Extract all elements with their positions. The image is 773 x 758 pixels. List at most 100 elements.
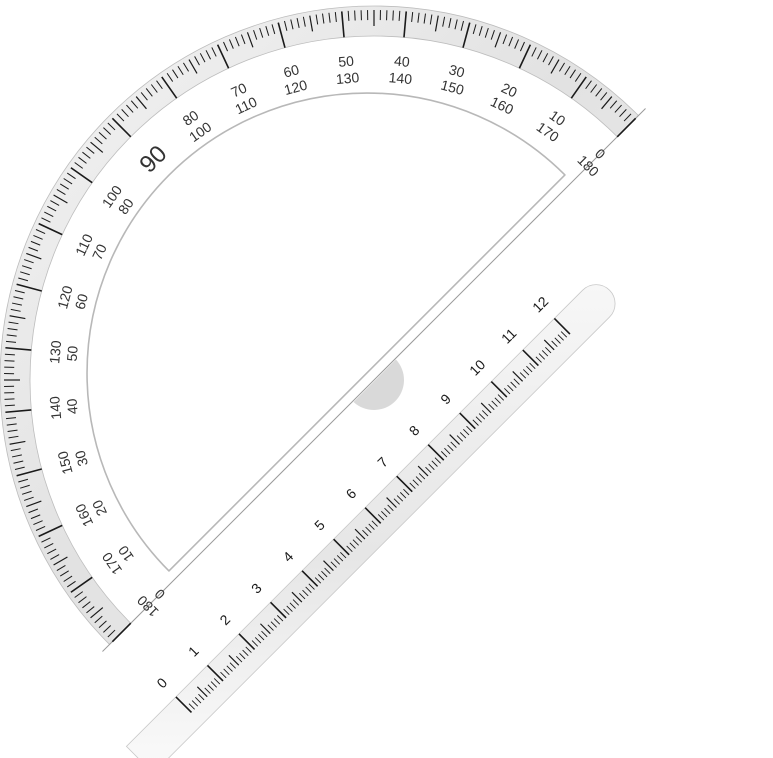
ruler-tick: [393, 498, 400, 505]
protractor-tick: [121, 109, 129, 118]
protractor-tick: [166, 72, 174, 82]
protractor-tick: [156, 80, 163, 90]
ruler-tick: [235, 656, 243, 663]
protractor-tick: [86, 146, 95, 154]
protractor-tick: [223, 41, 229, 52]
protractor-tick: [340, 11, 345, 38]
protractor-tick: [103, 625, 112, 633]
protractor-tick: [90, 607, 104, 619]
ruler-tick: [526, 365, 533, 373]
ruler-number-label: 5: [311, 517, 328, 534]
protractor-tick: [216, 44, 230, 69]
ruler-tick: [418, 473, 426, 480]
ruler-tick: [188, 703, 195, 710]
protractor-tick: [614, 104, 622, 113]
protractor-tick: [28, 246, 39, 252]
protractor-tick: [38, 524, 63, 538]
protractor-tick: [35, 229, 46, 235]
protractor-tick: [265, 26, 270, 36]
ruler-number-label: 2: [216, 611, 233, 628]
protractor-tick: [47, 548, 57, 555]
ruler-tick: [553, 317, 571, 335]
protractor-tick: [116, 113, 125, 122]
protractor-tick: [462, 22, 471, 48]
protractor-tick: [296, 17, 300, 28]
ruler-tick: [472, 419, 479, 426]
ruler-tick: [291, 591, 303, 603]
protractor-tick: [98, 620, 107, 628]
protractor-outer-band: [0, 5, 640, 646]
protractor-tick: [234, 36, 240, 47]
protractor-tick: [18, 277, 29, 282]
protractor-tick: [53, 556, 68, 566]
protractor-degree-labels: 0102030405060708010011012013014015016017…: [46, 53, 609, 621]
ruler-tick: [276, 615, 284, 622]
ruler-tick: [210, 681, 218, 688]
ruler-tick: [504, 387, 511, 395]
ruler-number-label: 9: [437, 390, 454, 407]
ruler-tick: [396, 495, 404, 502]
protractor-tick: [5, 340, 17, 343]
protractor-tick: [253, 29, 258, 40]
ruler-tick: [270, 621, 277, 628]
protractor-inner-label: 40: [63, 398, 80, 415]
protractor-tick: [63, 178, 73, 185]
ruler-tick: [254, 637, 262, 644]
protractor-tick: [502, 34, 508, 45]
protractor-tick: [172, 69, 179, 79]
ruler-tick: [480, 402, 492, 414]
protractor-tick: [570, 76, 587, 99]
protractor-tick: [44, 542, 54, 549]
protractor-tick: [18, 478, 29, 483]
protractor-tick: [548, 56, 554, 66]
ruler-tick: [292, 599, 300, 606]
ruler-tick: [207, 684, 214, 691]
ruler-tick: [289, 602, 296, 609]
protractor-tick: [21, 490, 32, 495]
ruler-tick: [384, 507, 391, 515]
protractor-tick: [271, 24, 276, 35]
ruler-tick: [449, 434, 460, 445]
ruler-tick: [333, 538, 350, 556]
ruler-tick: [251, 640, 259, 647]
protractor-tick: [595, 88, 603, 97]
protractor-tick: [290, 19, 294, 30]
protractor-tick: [16, 468, 42, 477]
protractor-tick: [44, 211, 54, 218]
protractor-inner-label: 60: [72, 292, 92, 311]
ruler-tick: [308, 583, 315, 590]
ruler-tick: [440, 451, 448, 458]
ruler-tick: [354, 528, 366, 540]
ruler-tick: [368, 523, 375, 530]
ruler-tick: [466, 425, 473, 433]
protractor-tick: [11, 454, 22, 458]
protractor-tick: [442, 16, 446, 27]
ruler-tick: [510, 381, 517, 388]
protractor-tick: [63, 575, 73, 582]
protractor-tick: [600, 92, 608, 101]
ruler-tick: [286, 605, 293, 612]
ruler-tick: [239, 652, 246, 660]
ruler-tick: [377, 514, 385, 521]
ruler-tick: [541, 350, 549, 357]
protractor-tick: [609, 100, 618, 109]
protractor-outer-label: 120: [54, 284, 76, 311]
ruler-tick: [387, 504, 394, 511]
protractor-tick: [472, 24, 477, 35]
ruler-tick: [415, 476, 423, 483]
protractor-tick: [403, 11, 408, 38]
protractor-tick: [423, 13, 426, 24]
protractor-tick: [14, 466, 25, 470]
protractor-tick: [478, 26, 483, 36]
protractor-tick: [145, 88, 153, 97]
protractor-tick: [508, 36, 514, 47]
protractor-tick: [194, 56, 200, 66]
ruler-tick: [396, 475, 413, 493]
protractor-tick: [126, 104, 134, 113]
ruler-tick: [299, 592, 306, 600]
ruler-tick: [226, 665, 233, 672]
protractor-tick: [277, 22, 286, 48]
protractor-inner-label: 30: [72, 449, 92, 468]
protractor-tick: [4, 360, 15, 362]
protractor-tick: [448, 17, 452, 28]
